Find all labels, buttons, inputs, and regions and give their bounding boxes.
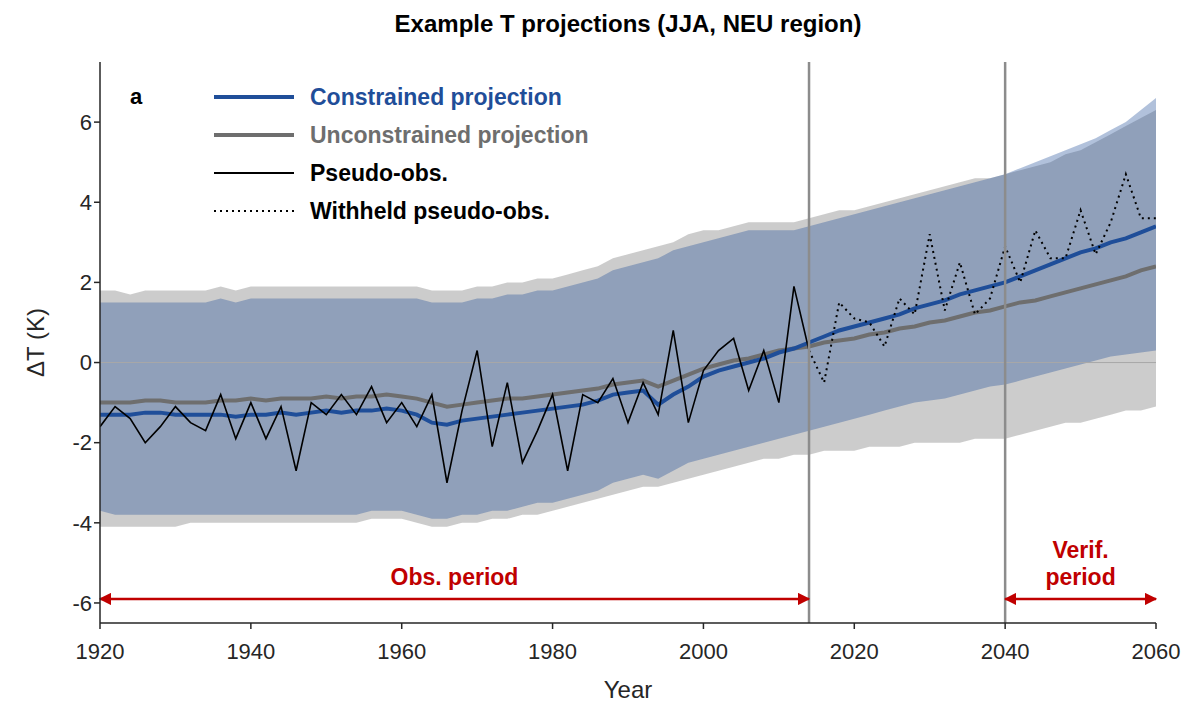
svg-text:0: 0	[80, 350, 92, 375]
svg-text:2020: 2020	[830, 639, 879, 664]
html-text:Unconstrained projection: Unconstrained projection	[310, 121, 589, 148]
html-text:Example T projections (JJA, NE: Example T projections (JJA, NEU region)	[394, 10, 862, 37]
svg-text:ΔT (K): ΔT (K)	[22, 308, 49, 377]
svg-text:1920: 1920	[76, 639, 125, 664]
html-text:Constrained projection: Constrained projection	[310, 83, 562, 110]
svg-text:4: 4	[80, 190, 92, 215]
svg-text:2060: 2060	[1132, 639, 1181, 664]
svg-text:2040: 2040	[981, 639, 1030, 664]
svg-text:-2: -2	[72, 430, 92, 455]
svg-text:1960: 1960	[377, 639, 426, 664]
svg-text:6: 6	[80, 110, 92, 135]
svg-text:Obs. period: Obs. period	[391, 564, 519, 590]
svg-text:1940: 1940	[226, 639, 275, 664]
svg-text:-4: -4	[72, 511, 92, 536]
svg-text:2000: 2000	[679, 639, 728, 664]
svg-text:-6: -6	[72, 591, 92, 616]
html-text:Withheld pseudo-obs.: Withheld pseudo-obs.	[310, 197, 550, 224]
svg-text:Verif.period: Verif.period	[1045, 537, 1115, 590]
html-text:Pseudo-obs.: Pseudo-obs.	[310, 159, 448, 186]
svg-text:1980: 1980	[528, 639, 577, 664]
svg-text:Year: Year	[604, 676, 653, 703]
html-text:a: a	[130, 84, 143, 109]
svg-text:2: 2	[80, 270, 92, 295]
